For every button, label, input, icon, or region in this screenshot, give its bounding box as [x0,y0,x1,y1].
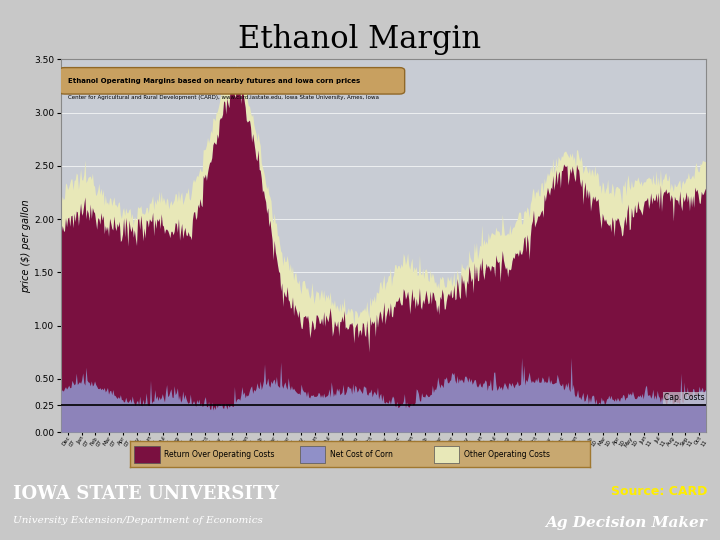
Text: Return Over Operating Costs: Return Over Operating Costs [164,450,274,458]
Text: Ethanol Operating Margins based on nearby futures and Iowa corn prices: Ethanol Operating Margins based on nearb… [68,78,360,84]
Text: Other Operating Costs: Other Operating Costs [464,450,549,458]
Text: University Extension/Department of Economics: University Extension/Department of Econo… [13,516,263,525]
Text: Net Cost of Corn: Net Cost of Corn [330,450,393,458]
Bar [433,447,459,463]
Y-axis label: price ($) per gallon: price ($) per gallon [22,199,32,293]
Text: Ethanol Margin: Ethanol Margin [238,24,482,55]
Text: Cap. Costs: Cap. Costs [664,393,705,402]
Text: Center for Agricultural and Rural Development (CARD), www.card.iastate.edu, Iowa: Center for Agricultural and Rural Develo… [68,95,379,100]
Text: Ag Decision Maker: Ag Decision Maker [545,516,707,530]
Text: Source: CARD: Source: CARD [611,485,707,498]
FancyBboxPatch shape [59,68,405,94]
Bar [300,447,325,463]
Text: IOWA STATE UNIVERSITY: IOWA STATE UNIVERSITY [13,485,279,503]
Bar [134,447,160,463]
